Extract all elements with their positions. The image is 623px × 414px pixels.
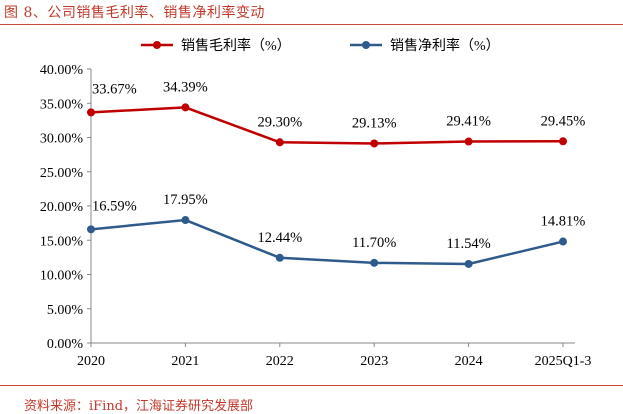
- y-tick-label: 30.00%: [40, 132, 84, 147]
- net-margin-data-label: 16.59%: [92, 198, 137, 214]
- x-tick-label: 2022: [266, 354, 294, 369]
- net-margin-data-label: 17.95%: [163, 192, 208, 208]
- x-tick-label: 2025Q1-3: [535, 354, 592, 369]
- gross-margin-data-label: 29.30%: [257, 114, 302, 130]
- x-tick-label: 2023: [360, 354, 388, 369]
- gross-margin-point: [464, 137, 473, 146]
- gross-margin-data-label: 33.67%: [92, 81, 137, 97]
- x-tick-label: 2020: [77, 354, 105, 369]
- y-tick-label: 5.00%: [47, 303, 84, 318]
- y-tick-label: 40.00%: [40, 63, 84, 78]
- top-rule: [0, 24, 623, 25]
- net-margin-data-label: 12.44%: [257, 230, 302, 246]
- legend-net-margin-label: 销售净利率（%）: [390, 37, 500, 54]
- bottom-rule: [0, 385, 623, 386]
- source-note: 资料来源：iFind，江海证券研究发展部: [24, 399, 254, 414]
- legend-gross-margin-label: 销售毛利率（%）: [181, 37, 291, 54]
- net-margin-line: [90, 218, 564, 266]
- gross-margin-data-label: 29.13%: [352, 115, 397, 131]
- net-margin-data-label: 11.54%: [447, 236, 491, 252]
- x-tick-label: 2024: [455, 354, 483, 369]
- figure-title: 图 8、公司销售毛利率、销售净利率变动: [4, 5, 265, 21]
- x-tick-label: 2021: [171, 354, 199, 369]
- y-tick-label: 20.00%: [40, 200, 84, 215]
- y-tick-label: 0.00%: [47, 337, 84, 352]
- legend-gross-margin-marker: [153, 41, 161, 49]
- y-tick-label: 15.00%: [40, 234, 84, 249]
- gross-margin-line: [90, 106, 564, 145]
- y-tick-label: 25.00%: [40, 166, 84, 181]
- line-chart: 0.00% 5.00% 10.00% 15.00% 20.00% 25.00% 30.00%…: [40, 37, 592, 369]
- net-margin-point: [181, 216, 190, 225]
- net-margin-point: [559, 237, 567, 246]
- gross-margin-data-label: 29.45%: [541, 113, 586, 129]
- gross-margin-data-label: 34.39%: [163, 79, 208, 95]
- gross-margin-point: [87, 108, 95, 117]
- gross-margin-point: [181, 103, 190, 112]
- gross-margin-point: [275, 138, 284, 147]
- gross-margin-data-label: 29.41%: [446, 114, 491, 130]
- net-margin-point: [370, 258, 379, 267]
- net-margin-point: [464, 259, 473, 268]
- y-tick-label: 10.00%: [40, 269, 84, 284]
- y-tick-label: 35.00%: [40, 97, 84, 112]
- net-margin-point: [275, 253, 284, 262]
- gross-margin-point: [559, 137, 567, 146]
- net-margin-data-label: 11.70%: [352, 235, 396, 251]
- legend-net-margin-marker: [362, 41, 370, 49]
- gross-margin-point: [370, 139, 379, 148]
- net-margin-point: [87, 225, 95, 234]
- net-margin-data-label: 14.81%: [541, 214, 586, 230]
